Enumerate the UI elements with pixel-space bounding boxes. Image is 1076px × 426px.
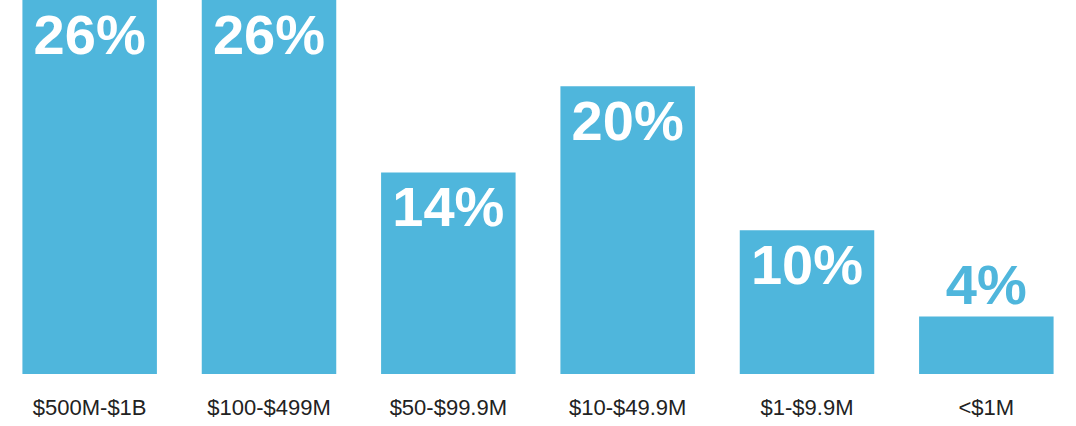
svg-text:26%: 26% xyxy=(34,3,146,66)
svg-text:$500M-$1B: $500M-$1B xyxy=(33,395,147,420)
svg-text:14%: 14% xyxy=(392,175,504,238)
svg-text:20%: 20% xyxy=(572,89,684,152)
svg-text:$1-$9.9M: $1-$9.9M xyxy=(761,395,854,420)
svg-text:4%: 4% xyxy=(946,253,1027,316)
svg-text:<$1M: <$1M xyxy=(959,395,1015,420)
svg-text:$50-$99.9M: $50-$99.9M xyxy=(390,395,507,420)
svg-text:$100-$499M: $100-$499M xyxy=(207,395,331,420)
svg-text:26%: 26% xyxy=(213,3,325,66)
svg-text:10%: 10% xyxy=(751,233,863,296)
svg-text:$10-$49.9M: $10-$49.9M xyxy=(569,395,686,420)
